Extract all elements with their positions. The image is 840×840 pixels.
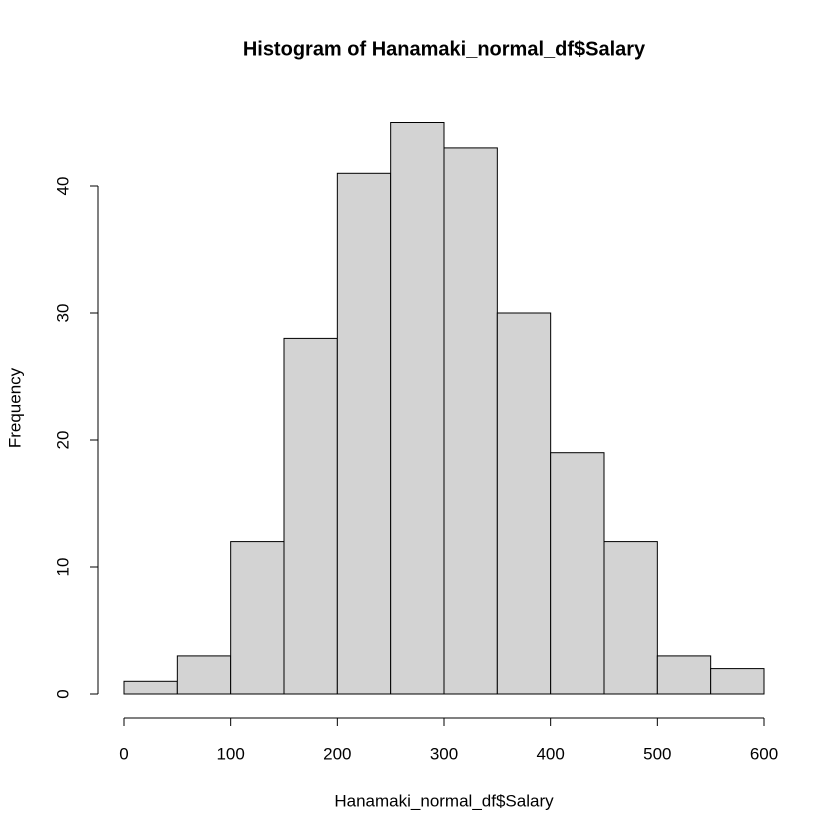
bar [443, 147, 498, 695]
x-tick-label: 0 [119, 744, 128, 763]
y-tick-label: 10 [53, 558, 72, 577]
bar [550, 452, 605, 695]
y-tick-label: 0 [53, 689, 72, 698]
bar [336, 172, 392, 695]
x-tick-label: 200 [323, 744, 351, 763]
x-tick-label: 400 [536, 744, 564, 763]
x-tick-label: 300 [430, 744, 458, 763]
x-tick-label: 100 [216, 744, 244, 763]
y-tick-label: 20 [53, 431, 72, 450]
bar [496, 312, 552, 695]
bar [123, 680, 178, 695]
x-tick-label: 600 [750, 744, 778, 763]
bar [283, 337, 338, 695]
bar [603, 541, 658, 695]
bar [230, 541, 285, 695]
y-tick-label: 40 [53, 177, 72, 196]
bar [390, 122, 445, 695]
x-axis-label: Hanamaki_normal_df$Salary [334, 791, 554, 810]
bar [656, 655, 712, 695]
bar [710, 668, 765, 695]
y-axis-label: Frequency [5, 367, 24, 448]
y-tick-label: 30 [53, 304, 72, 323]
chart-title: Histogram of Hanamaki_normal_df$Salary [243, 38, 646, 60]
x-tick-label: 500 [643, 744, 671, 763]
bar [176, 655, 232, 695]
